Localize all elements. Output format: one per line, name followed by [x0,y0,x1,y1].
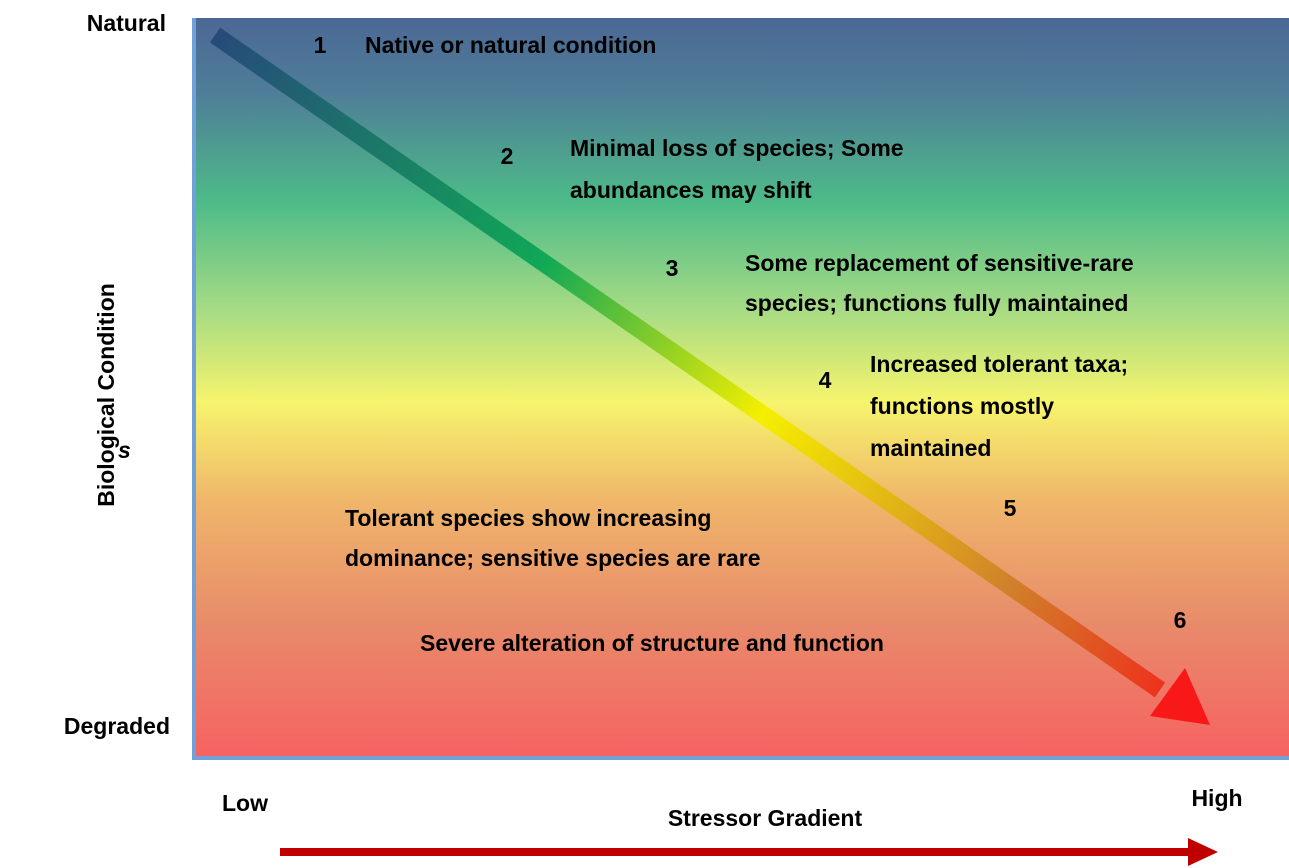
level-number: 6 [1174,607,1187,633]
x-right-label: High [1191,785,1242,811]
y-top-label: Natural [87,10,166,36]
diagonal-arrowhead [1150,668,1210,725]
level-description: Tolerant species show increasing [345,505,711,531]
level-description: Some replacement of sensitive-rare [745,250,1134,276]
level-number: 1 [314,32,327,58]
level-description: Increased tolerant taxa; [870,351,1128,377]
diagonal-arrow [209,27,1166,698]
level-number: 2 [501,143,514,169]
level-number: 5 [1004,495,1017,521]
level-description: dominance; sensitive species are rare [345,545,761,571]
level-description: species; functions fully maintained [745,290,1128,316]
level-description: maintained [870,435,991,461]
level-description: Minimal loss of species; Some [570,135,904,161]
level-description: abundances may shift [570,177,812,203]
level-description: Native or natural condition [365,32,656,58]
x-left-label: Low [222,790,268,816]
level-number: 3 [666,255,679,281]
stray-text: s [118,437,131,463]
x-title: Stressor Gradient [668,805,863,831]
level-number: 4 [819,367,832,393]
level-description: functions mostly [870,393,1054,419]
stressor-arrowhead [1188,838,1218,866]
level-description: Severe alteration of structure and funct… [420,630,884,656]
y-bottom-label: Degraded [64,713,170,739]
y-title: Biological Condition [93,283,119,507]
